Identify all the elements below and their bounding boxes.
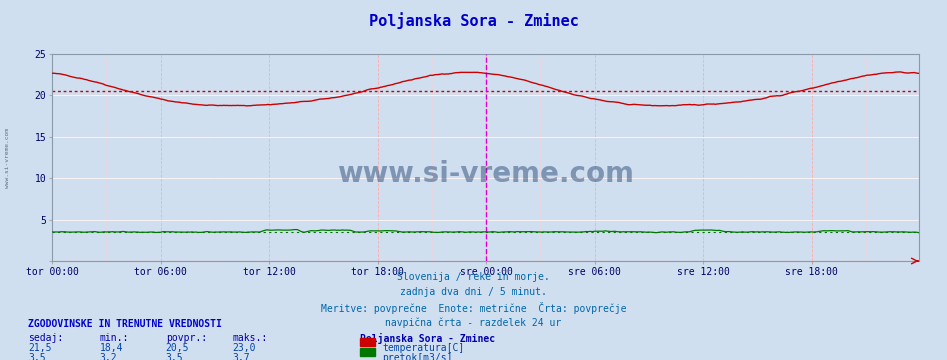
Text: 3,5: 3,5 (28, 353, 46, 360)
Text: www.si-vreme.com: www.si-vreme.com (337, 160, 634, 188)
Text: Slovenija / reke in morje.: Slovenija / reke in morje. (397, 272, 550, 282)
Text: sedaj:: sedaj: (28, 333, 63, 343)
Text: 3,2: 3,2 (99, 353, 117, 360)
Text: 20,5: 20,5 (166, 343, 189, 353)
Text: temperatura[C]: temperatura[C] (383, 343, 465, 353)
Text: Poljanska Sora - Zminec: Poljanska Sora - Zminec (360, 333, 495, 344)
Text: 3,5: 3,5 (166, 353, 184, 360)
Text: Poljanska Sora - Zminec: Poljanska Sora - Zminec (368, 13, 579, 30)
Text: 23,0: 23,0 (232, 343, 256, 353)
Text: navpična črta - razdelek 24 ur: navpična črta - razdelek 24 ur (385, 317, 562, 328)
Text: min.:: min.: (99, 333, 129, 343)
Text: povpr.:: povpr.: (166, 333, 206, 343)
Text: maks.:: maks.: (232, 333, 267, 343)
Text: 3,7: 3,7 (232, 353, 250, 360)
Text: 18,4: 18,4 (99, 343, 123, 353)
Text: Meritve: povprečne  Enote: metrične  Črta: povprečje: Meritve: povprečne Enote: metrične Črta:… (321, 302, 626, 314)
Text: pretok[m3/s]: pretok[m3/s] (383, 353, 453, 360)
Text: zadnja dva dni / 5 minut.: zadnja dva dni / 5 minut. (400, 287, 547, 297)
Text: ZGODOVINSKE IN TRENUTNE VREDNOSTI: ZGODOVINSKE IN TRENUTNE VREDNOSTI (28, 319, 223, 329)
Text: 21,5: 21,5 (28, 343, 52, 353)
Text: www.si-vreme.com: www.si-vreme.com (5, 129, 10, 188)
